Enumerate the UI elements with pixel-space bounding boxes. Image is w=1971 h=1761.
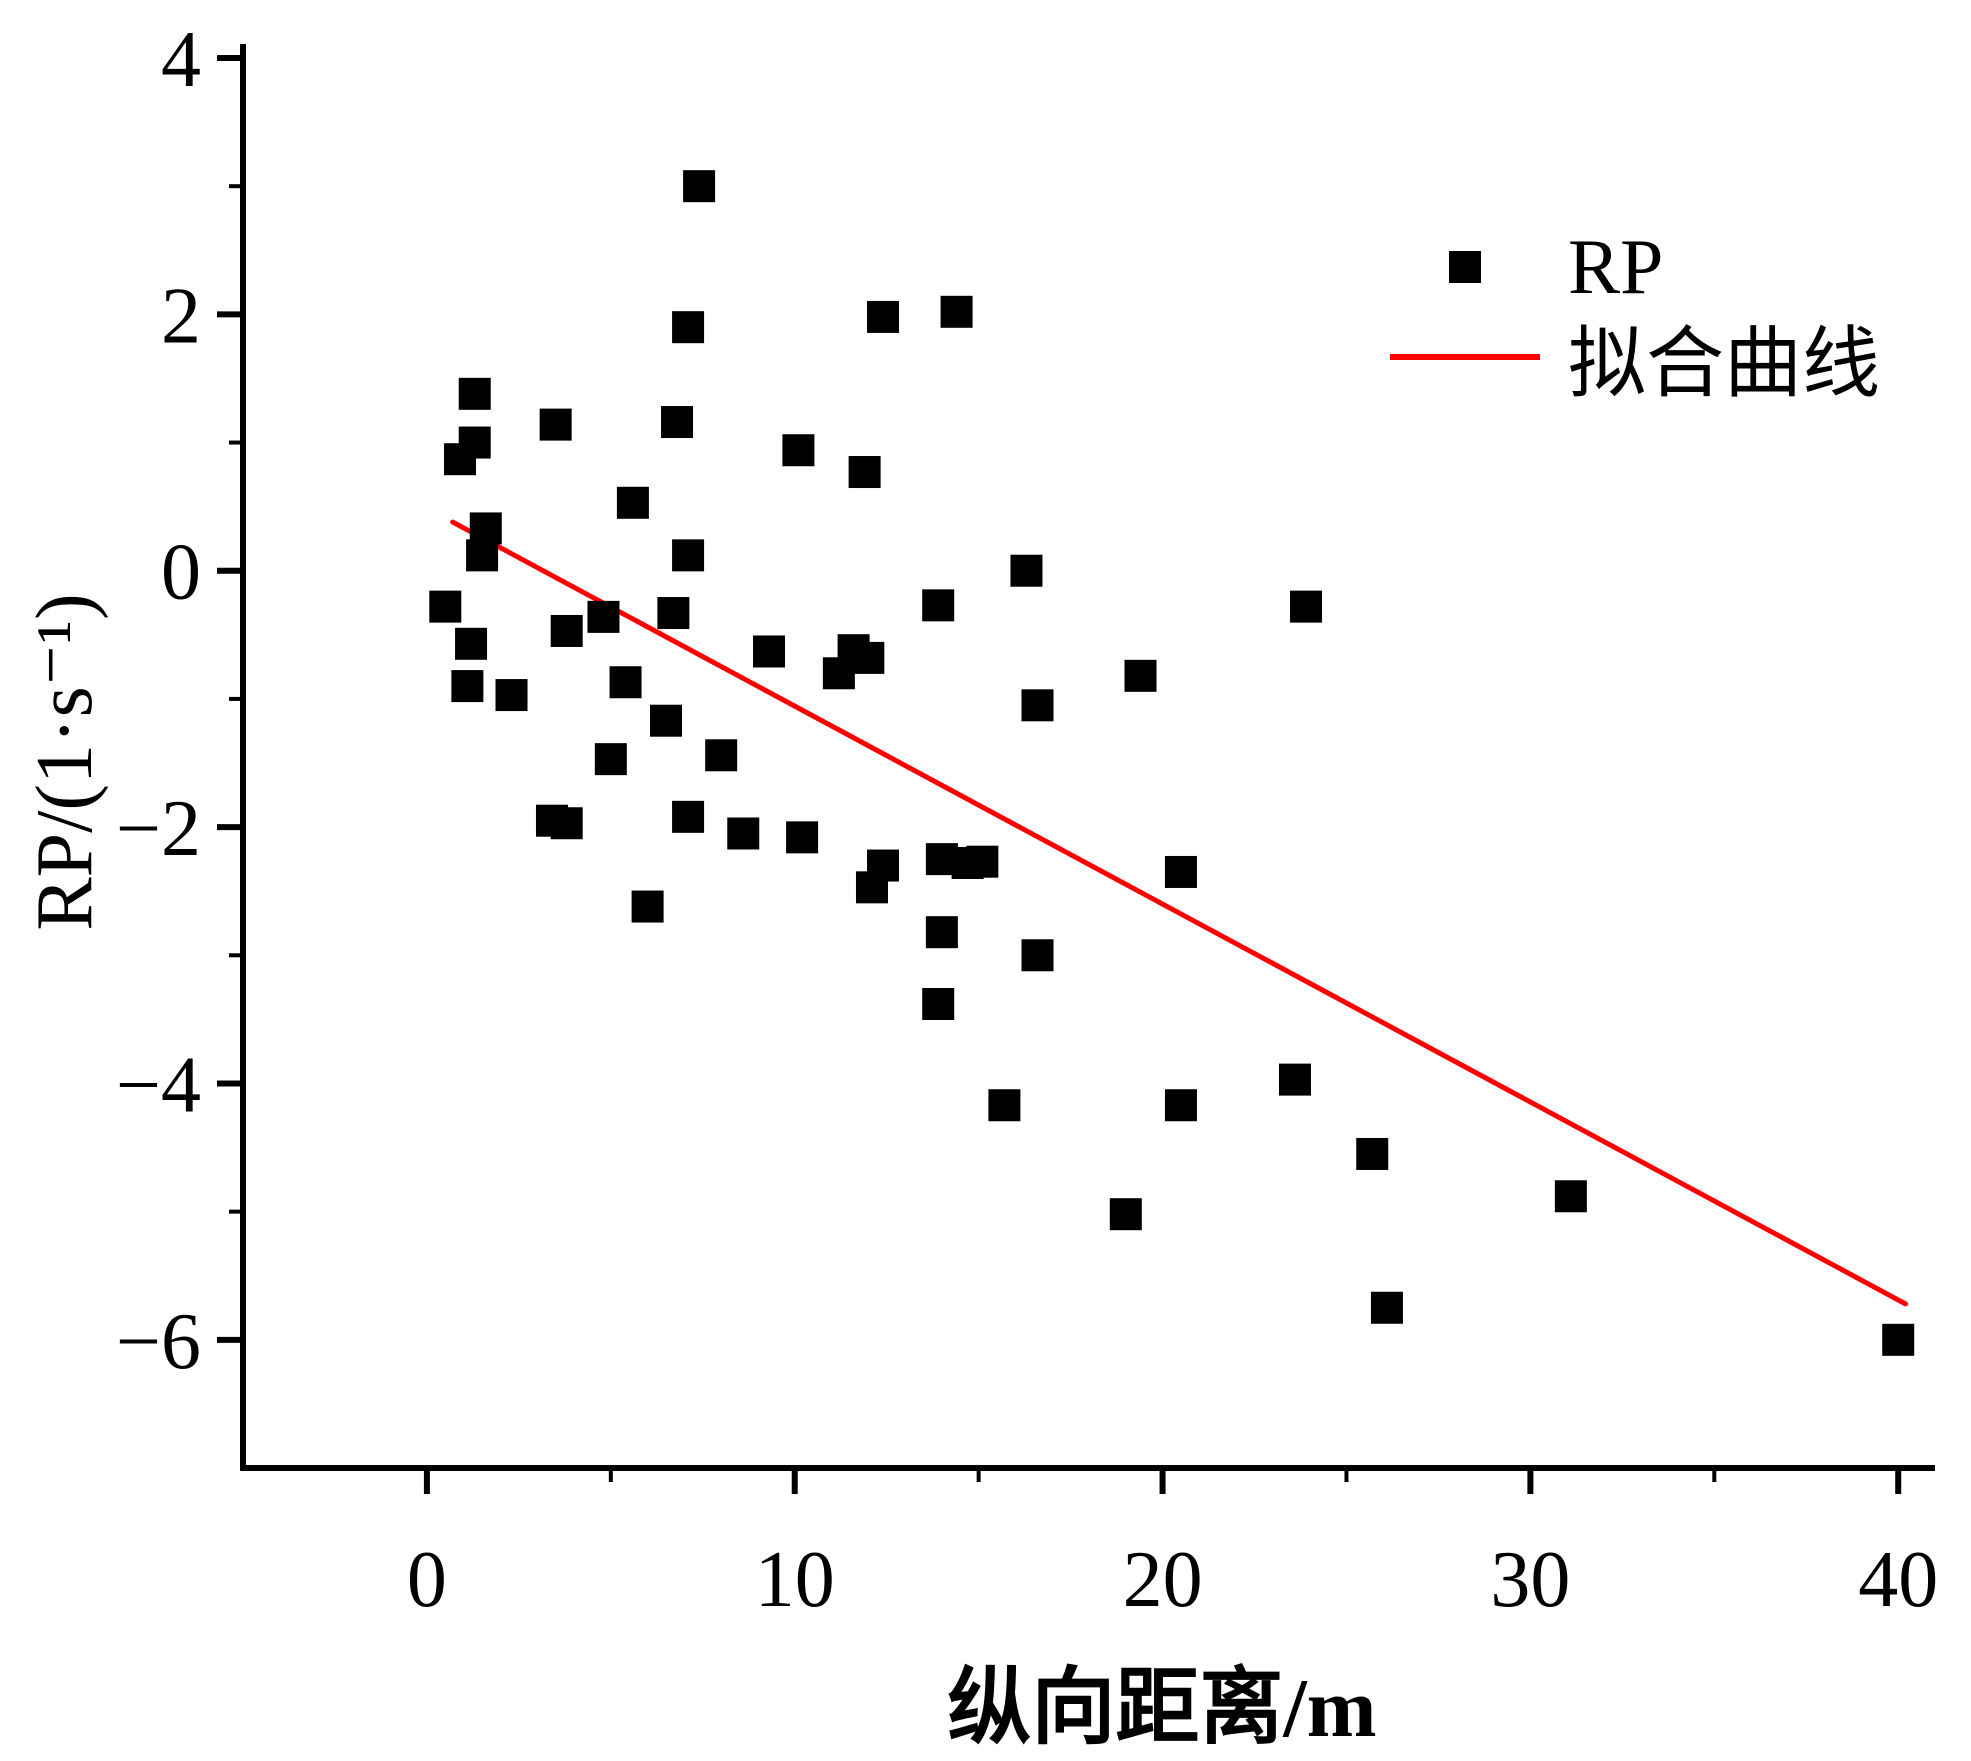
y-tick-label: 0 <box>161 529 201 617</box>
data-point <box>661 406 694 439</box>
data-point <box>616 486 649 519</box>
data-point <box>705 739 738 772</box>
y-tick-label: −4 <box>116 1041 201 1129</box>
legend-icon-cell <box>1390 251 1540 283</box>
data-point <box>852 641 885 674</box>
data-point <box>922 589 955 622</box>
data-point <box>466 539 499 572</box>
x-tick-label: 0 <box>407 1536 447 1624</box>
data-point <box>458 377 491 410</box>
data-point <box>786 821 819 854</box>
data-point <box>429 590 462 623</box>
legend-item-fit-line: 拟合曲线 <box>1390 312 1880 407</box>
data-point <box>1554 1180 1587 1213</box>
data-point <box>550 807 583 840</box>
data-point <box>550 614 583 647</box>
data-point <box>1290 590 1323 623</box>
fit-line-icon <box>1390 354 1540 360</box>
x-tick-label: 10 <box>755 1536 835 1624</box>
data-point <box>1021 939 1054 972</box>
x-tick-label: 40 <box>1858 1536 1938 1624</box>
data-point <box>940 295 973 328</box>
fit-line <box>450 519 1909 1307</box>
data-point <box>966 845 999 878</box>
data-point <box>657 597 690 630</box>
data-point <box>1370 1291 1403 1324</box>
data-point <box>1278 1063 1311 1096</box>
data-point <box>587 600 620 633</box>
data-point <box>1021 689 1054 722</box>
data-point <box>650 704 682 737</box>
data-point <box>855 871 888 904</box>
data-point <box>727 817 760 850</box>
y-tick-label: 4 <box>161 16 201 104</box>
data-point <box>594 743 627 776</box>
data-point <box>988 1089 1021 1122</box>
data-point <box>631 890 664 923</box>
data-point <box>752 635 785 668</box>
data-point <box>1109 1198 1142 1231</box>
data-point <box>609 666 642 699</box>
data-point <box>1010 554 1043 587</box>
legend-label-rp: RP <box>1568 223 1664 310</box>
y-tick-label: −2 <box>116 785 201 873</box>
data-point <box>539 408 572 441</box>
x-tick-label: 30 <box>1490 1536 1570 1624</box>
data-point <box>1356 1137 1389 1170</box>
data-point <box>1164 1089 1197 1122</box>
y-axis-title: RP/(1·s⁻¹) <box>21 593 109 931</box>
data-point <box>672 800 705 833</box>
data-point <box>1882 1323 1915 1356</box>
data-point <box>848 456 881 489</box>
y-tick-label: −6 <box>116 1298 201 1386</box>
data-point <box>867 300 900 333</box>
data-point <box>683 170 716 203</box>
data-point <box>672 539 705 572</box>
x-axis-title: 纵向距离/m <box>947 1662 1377 1755</box>
data-point <box>1124 659 1157 692</box>
legend-item-rp: RP <box>1390 222 1880 312</box>
data-point <box>455 627 488 660</box>
data-point <box>822 657 855 690</box>
data-point <box>672 311 705 344</box>
data-point <box>469 512 502 545</box>
data-point <box>782 434 815 467</box>
x-tick-label: 20 <box>1123 1536 1203 1624</box>
data-point <box>495 679 528 712</box>
data-point <box>925 916 958 949</box>
rp-square-marker-icon <box>1449 251 1481 283</box>
legend-label-fit-line: 拟合曲线 <box>1568 320 1881 407</box>
y-tick-label: 2 <box>161 272 201 360</box>
data-point <box>922 987 955 1020</box>
legend: RP 拟合曲线 <box>1390 222 1880 407</box>
data-point <box>451 670 484 703</box>
data-point <box>1164 855 1197 888</box>
legend-icon-cell <box>1390 354 1540 360</box>
data-point <box>444 443 477 476</box>
